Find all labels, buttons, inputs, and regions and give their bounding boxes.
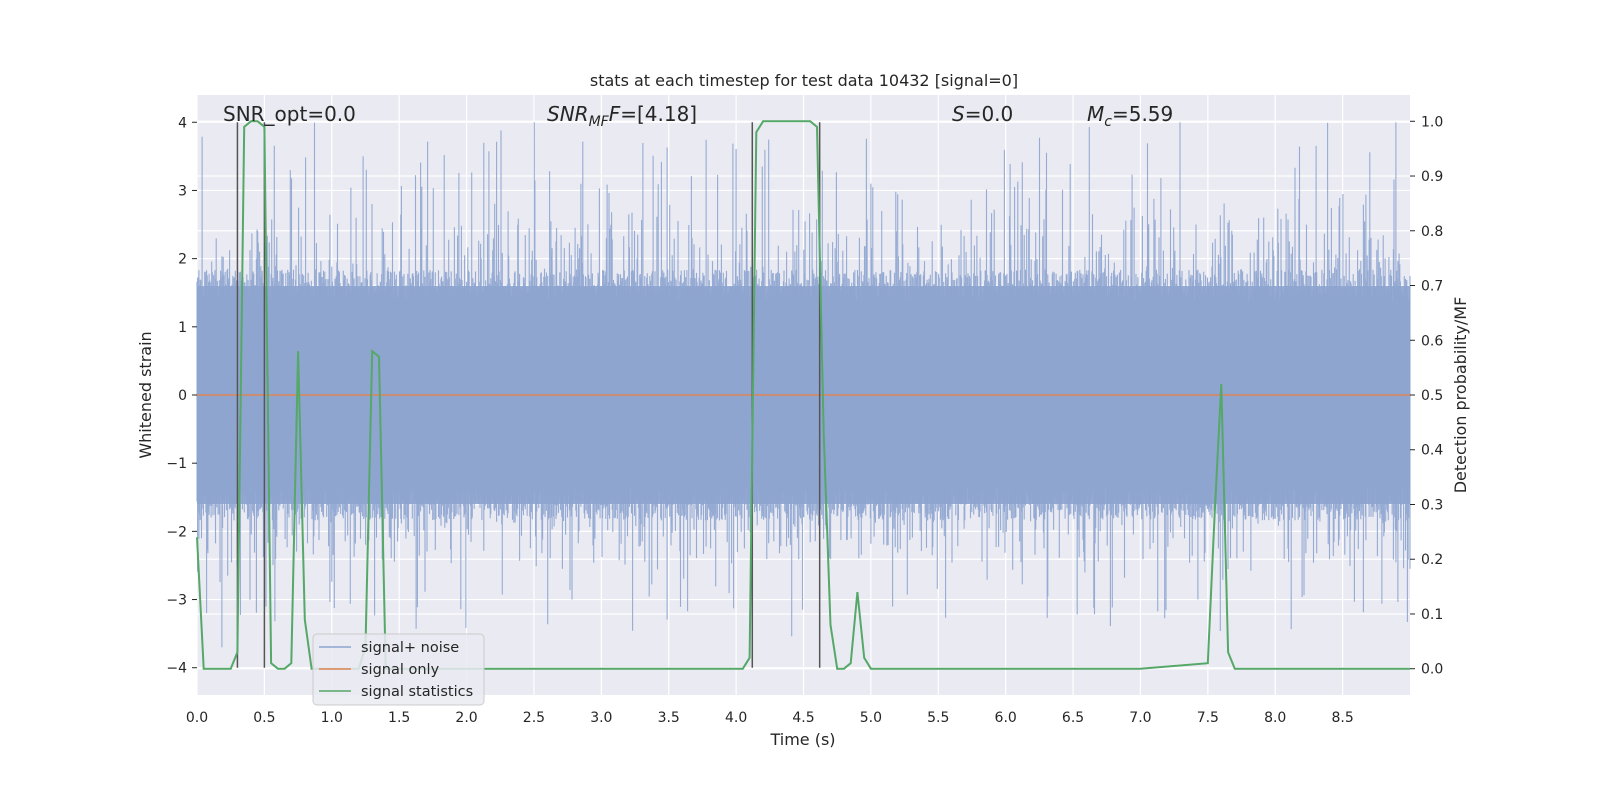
annotation-snr-mf-value: =[4.18]	[620, 102, 697, 126]
x-tick-label: 8.5	[1331, 710, 1353, 726]
legend: signal+ noise signal only signal statist…	[312, 633, 485, 706]
annotation-snr-mf: SNRMFF=[4.18]	[547, 102, 697, 130]
x-axis-ticks: 0.0 0.5 1.0 1.5 2.0 2.5 3.0 3.5 4.0 4.5 5.0 5.5 6.0 6…	[186, 710, 1354, 726]
x-tick-label: 6.0	[995, 710, 1017, 726]
x-tick-label: 8.0	[1264, 710, 1286, 726]
annotation-snr-mf-subscript: MF	[589, 114, 610, 130]
y-tick-label: 4	[178, 115, 187, 131]
y2-tick-label: 0.0	[1421, 662, 1443, 678]
annotation-mc: Mc=5.59	[1087, 102, 1173, 130]
legend-box	[312, 633, 485, 706]
y2-tick-label: 0.8	[1421, 224, 1443, 240]
y-tick-label: 1	[178, 320, 187, 336]
y-tick-label: −4	[166, 661, 187, 677]
y2-tick-label: 0.1	[1421, 607, 1443, 623]
annotation-snr-mf-symbol: SNR	[547, 102, 589, 126]
y-tick-label: −1	[166, 456, 187, 472]
y-tick-label: −3	[166, 593, 187, 609]
x-tick-label: 5.5	[927, 710, 949, 726]
x-tick-label: 2.0	[455, 710, 477, 726]
y2-tick-label: 1.0	[1421, 114, 1443, 130]
x-tick-label: 3.0	[590, 710, 612, 726]
signal-statistics-series	[196, 120, 1410, 670]
y2-tick-label: 0.9	[1421, 169, 1443, 185]
y-tick-label: 3	[178, 183, 187, 199]
x-tick-label: 0.5	[253, 710, 275, 726]
legend-label-statistics: signal statistics	[361, 684, 473, 700]
x-tick-label: 6.5	[1062, 710, 1084, 726]
y-tick-label: −2	[166, 524, 187, 540]
x-tick-label: 5.0	[860, 710, 882, 726]
y2-tick-label: 0.2	[1421, 552, 1443, 568]
y2-axis-ticks: 1.0 0.9 0.8 0.7 0.6 0.5 0.4 0.3 0.2 0.1 0.0	[1410, 114, 1443, 678]
legend-label-noise: signal+ noise	[361, 640, 459, 656]
x-tick-label: 0.0	[186, 710, 208, 726]
annotation-mc-subscript: c	[1104, 114, 1112, 130]
y2-tick-label: 0.7	[1421, 279, 1443, 295]
y2-tick-label: 0.6	[1421, 333, 1443, 349]
y-tick-label: 2	[178, 252, 187, 268]
chart-title: stats at each timestep for test data 104…	[590, 71, 1018, 90]
y-axis-label: Whitened strain	[136, 331, 155, 458]
x-tick-label: 1.5	[388, 710, 410, 726]
y2-tick-label: 0.3	[1421, 497, 1443, 513]
x-tick-label: 7.5	[1197, 710, 1219, 726]
annotation-s: S=0.0	[952, 102, 1013, 126]
annotation-mc-value: =5.59	[1112, 102, 1173, 126]
annotation-s-value: =0.0	[965, 102, 1014, 126]
y2-axis-label: Detection probability/MF	[1451, 297, 1470, 494]
legend-label-signal-only: signal only	[361, 662, 440, 678]
x-tick-label: 4.0	[725, 710, 747, 726]
x-tick-label: 1.0	[321, 710, 343, 726]
x-tick-label: 4.5	[792, 710, 814, 726]
y-tick-label: 0	[178, 388, 187, 404]
x-tick-label: 3.5	[658, 710, 680, 726]
y2-tick-label: 0.4	[1421, 443, 1443, 459]
x-axis-label: Time (s)	[769, 730, 835, 749]
x-tick-label: 2.5	[523, 710, 545, 726]
y-axis-ticks: 4 3 2 1 0 −1 −2 −3 −4	[166, 115, 197, 677]
annotation-snr-opt: SNR_opt=0.0	[223, 102, 356, 126]
y2-tick-label: 0.5	[1421, 388, 1443, 404]
annotations: SNR_opt=0.0 SNRMFF=[4.18] S=0.0 Mc=5.59	[223, 102, 1173, 130]
annotation-mc-symbol: M	[1087, 102, 1104, 126]
x-tick-label: 7.0	[1129, 710, 1151, 726]
annotation-s-symbol: S	[952, 102, 965, 126]
signal-statistics-line	[196, 120, 1410, 670]
